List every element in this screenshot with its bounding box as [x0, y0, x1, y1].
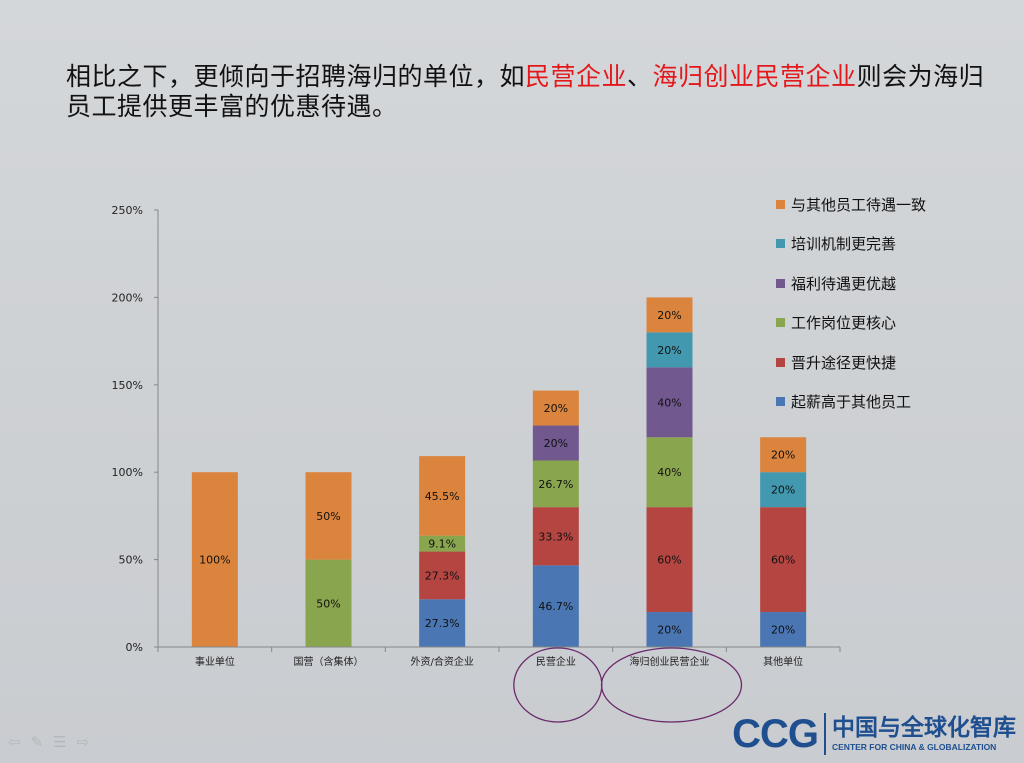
data-label: 50%: [316, 597, 340, 610]
category-label: 民营企业: [536, 655, 576, 668]
data-label: 20%: [657, 309, 681, 322]
legend-label: 与其他员工待遇一致: [791, 195, 927, 214]
data-label: 20%: [544, 437, 568, 450]
prev-arrow-icon[interactable]: ⇦: [8, 733, 21, 751]
data-label: 100%: [199, 554, 230, 567]
bar-segment: [532, 390, 579, 426]
bar-segment: [646, 332, 693, 368]
title-text-2: 则会为海归员工提供更丰富的优惠待遇。: [66, 62, 985, 121]
legend-item: 培训机制更完善: [776, 234, 926, 254]
slide-nav: ⇦ ✎ ☰ ⇨: [8, 733, 89, 751]
bar-segment: [305, 472, 352, 560]
logo-english-name: CENTER FOR CHINA & GLOBALIZATION: [832, 742, 997, 752]
legend-item: 工作岗位更核心: [776, 313, 926, 333]
legend-label: 工作岗位更核心: [791, 314, 897, 332]
logo-divider: [824, 713, 826, 755]
next-arrow-icon[interactable]: ⇨: [76, 733, 90, 751]
title-text-1: 相比之下，更倾向于招聘海归的单位，如: [66, 62, 526, 91]
legend-item: 起薪高于其他员工: [776, 392, 926, 412]
bar-segment: [532, 565, 579, 647]
slide-title: 相比之下，更倾向于招聘海归的单位，如民营企业、海归创业民营企业则会为海归员工提供…: [66, 62, 986, 122]
data-label: 33.3%: [538, 530, 573, 543]
bar-segment: [646, 437, 693, 508]
chart-legend: 与其他员工待遇一致 培训机制更完善 福利待遇更优越 工作岗位更核心 晋升途径更快捷 起薪高…: [776, 194, 926, 431]
data-label: 46.7%: [538, 600, 573, 613]
y-tick-label: 250%: [112, 204, 143, 217]
data-label: 20%: [657, 344, 681, 357]
bar-segment: [305, 559, 352, 647]
data-label: 20%: [657, 624, 681, 637]
category-label: 海归创业民营企业: [630, 655, 710, 668]
y-tick-label: 150%: [112, 379, 143, 392]
legend-item: 晋升途径更快捷: [776, 352, 926, 372]
y-tick-label: 100%: [112, 466, 143, 479]
category-label: 国营（含集体）: [294, 655, 364, 668]
legend-label: 培训机制更完善: [791, 235, 897, 253]
legend-swatch: [776, 318, 785, 327]
legend-item: 与其他员工待遇一致: [776, 194, 926, 214]
legend-item: 福利待遇更优越: [776, 273, 926, 293]
highlight-circles: [513, 647, 743, 723]
category-label: 事业单位: [195, 655, 235, 668]
y-tick-label: 50%: [119, 554, 143, 567]
bar-segment: [760, 472, 807, 508]
data-label: 50%: [316, 510, 340, 523]
legend-swatch: [776, 357, 785, 367]
x-axis: 事业单位 国营（含集体） 外资/合资企业 民营企业 海归创业民营企业 其他单位: [157, 646, 841, 668]
bar-segment: [760, 437, 807, 473]
data-label: 40%: [657, 466, 681, 479]
legend-swatch: [776, 397, 785, 406]
bar-segment: [532, 460, 579, 508]
legend-swatch: [776, 199, 785, 209]
bar-segment: [646, 612, 693, 647]
data-label: 20%: [771, 484, 795, 497]
logo-text: 中国与全球化智库 CENTER FOR CHINA & GLOBALIZATIO…: [832, 715, 1016, 753]
bar-segment: [419, 456, 466, 536]
bar-segment: [760, 612, 807, 647]
data-label: 45.5%: [425, 490, 460, 503]
legend-label: 晋升途径更快捷: [791, 353, 897, 372]
data-label: 20%: [771, 449, 795, 462]
bar-segment: [760, 507, 807, 613]
bar-segment: [532, 507, 579, 566]
legend-label: 福利待遇更优越: [791, 274, 897, 293]
menu-icon[interactable]: ☰: [53, 733, 67, 751]
category-label: 外资/合资企业: [410, 655, 473, 668]
data-label: 40%: [657, 396, 681, 409]
bar-segment: [646, 507, 693, 613]
title-highlight-returnee: 海归创业民营企业: [652, 62, 857, 91]
logo-chinese-name: 中国与全球化智库: [832, 715, 1016, 741]
highlight-circle: [600, 647, 743, 723]
y-tick-label: 200%: [112, 291, 143, 304]
bar-segment: [646, 297, 693, 333]
data-label: 60%: [657, 554, 681, 567]
pen-icon[interactable]: ✎: [30, 733, 44, 751]
title-separator: 、: [627, 62, 653, 91]
data-label: 60%: [771, 554, 795, 567]
title-highlight-private: 民营企业: [525, 62, 628, 91]
legend-label: 起薪高于其他员工: [791, 393, 912, 411]
legend-swatch: [776, 239, 785, 248]
y-tick-label: 0%: [126, 641, 143, 654]
y-axis: 0% 50% 100% 150% 200% 250%: [112, 204, 159, 654]
bar-segment: [419, 551, 466, 600]
data-label: 9.1%: [428, 538, 456, 551]
legend-swatch: [776, 278, 785, 288]
bar-series: 100% 50% 50% 27.3% 27.3% 9.1% 45.5% 46.7% 33.3% 2…: [191, 297, 807, 647]
bar-segment: [646, 367, 693, 438]
data-label: 27.3%: [425, 569, 460, 582]
bar-segment: [419, 535, 466, 552]
bar-segment: [532, 425, 579, 461]
ccg-logo: CCG 中国与全球化智库 CENTER FOR CHINA & GLOBALIZ…: [732, 713, 1016, 755]
data-label: 27.3%: [425, 617, 460, 630]
bar-segment: [191, 472, 238, 647]
logo-mark: CCG: [732, 712, 819, 756]
data-label: 20%: [771, 624, 795, 637]
category-label: 其他单位: [763, 655, 803, 668]
bar-segment: [419, 599, 466, 647]
data-label: 26.7%: [538, 478, 573, 491]
data-label: 20%: [544, 402, 568, 415]
